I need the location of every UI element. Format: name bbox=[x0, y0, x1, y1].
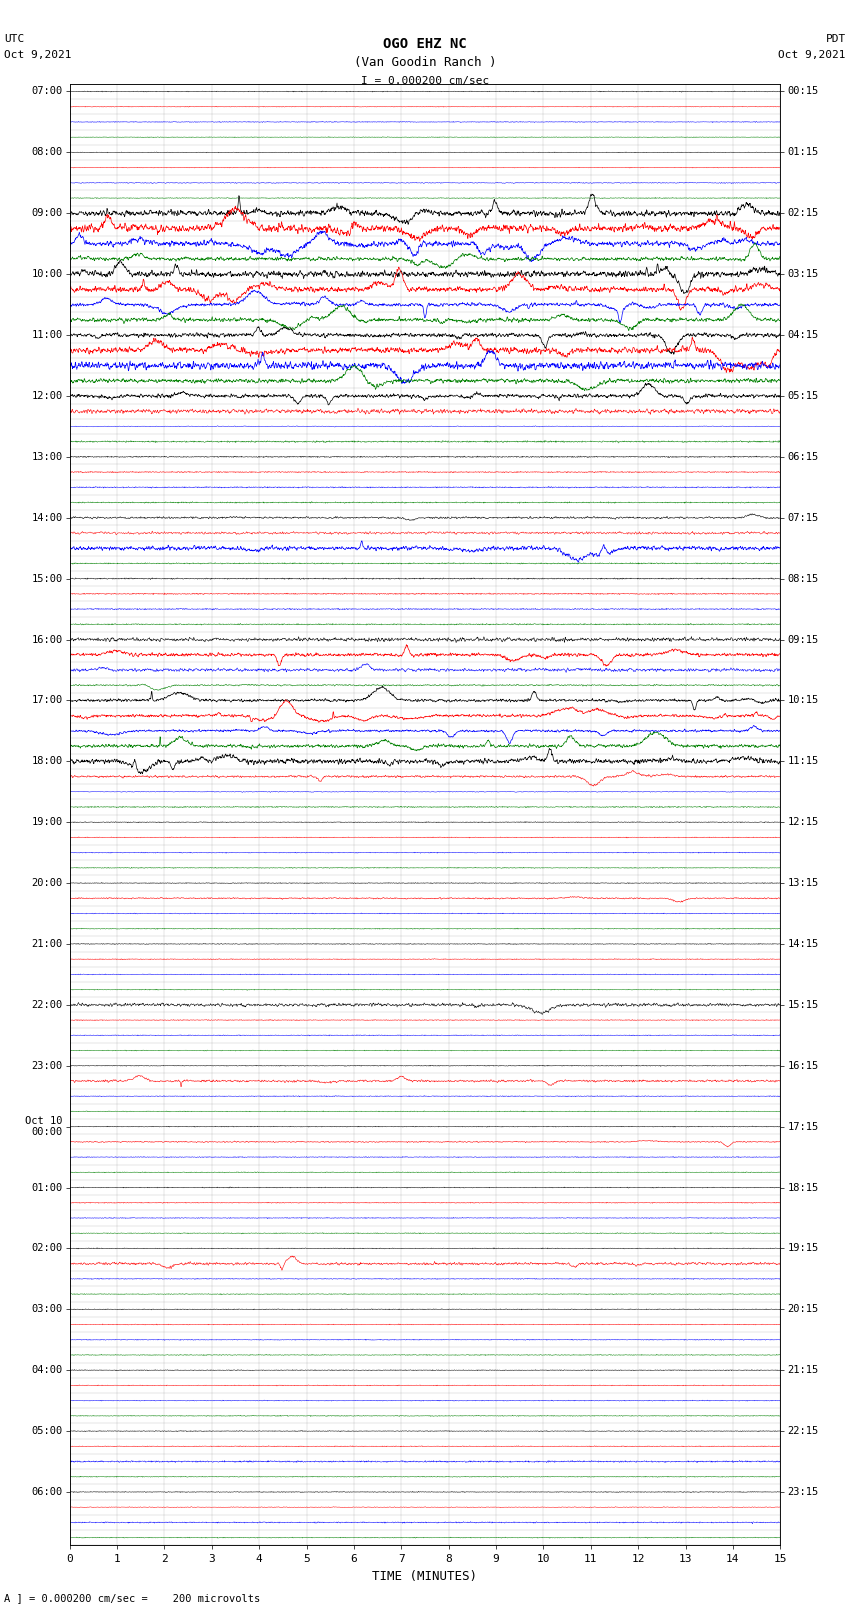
Text: OGO EHZ NC: OGO EHZ NC bbox=[383, 37, 467, 52]
Text: PDT: PDT bbox=[825, 34, 846, 44]
Text: I = 0.000200 cm/sec: I = 0.000200 cm/sec bbox=[361, 76, 489, 85]
Text: A ] = 0.000200 cm/sec =    200 microvolts: A ] = 0.000200 cm/sec = 200 microvolts bbox=[4, 1594, 260, 1603]
Text: UTC: UTC bbox=[4, 34, 25, 44]
X-axis label: TIME (MINUTES): TIME (MINUTES) bbox=[372, 1569, 478, 1582]
Text: Oct 9,2021: Oct 9,2021 bbox=[4, 50, 71, 60]
Text: Oct 9,2021: Oct 9,2021 bbox=[779, 50, 846, 60]
Text: (Van Goodin Ranch ): (Van Goodin Ranch ) bbox=[354, 56, 496, 69]
